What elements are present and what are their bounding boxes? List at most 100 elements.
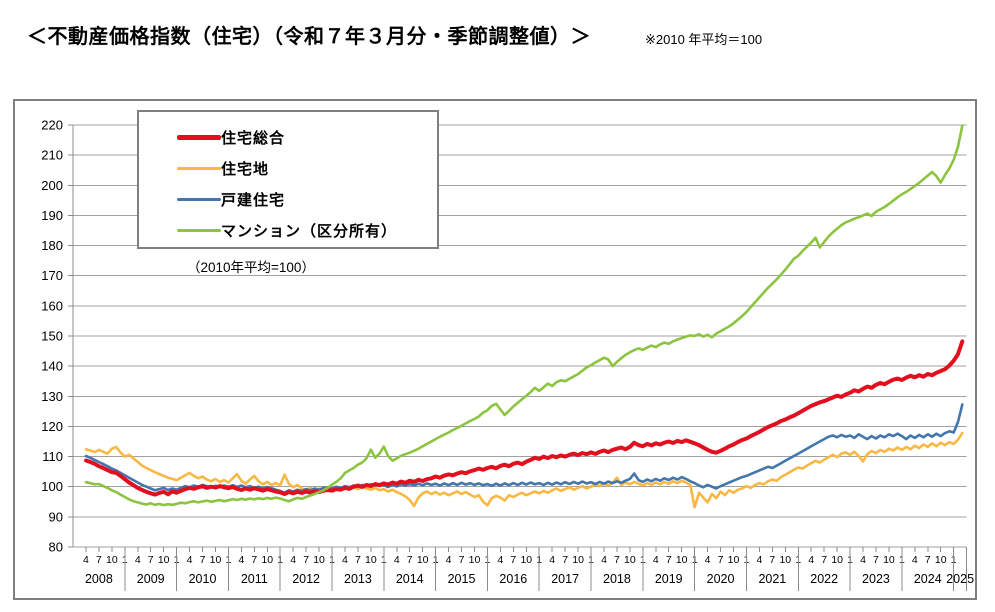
svg-text:2023: 2023	[862, 572, 890, 586]
svg-text:2022: 2022	[810, 572, 838, 586]
legend-item-jutaku-sogo: 住宅総合	[177, 122, 437, 153]
svg-text:4: 4	[756, 554, 762, 566]
legend-item-jutakuchi: 住宅地	[177, 153, 437, 184]
svg-text:4: 4	[601, 554, 607, 566]
legend-label: マンション（区分所有）	[221, 223, 398, 240]
svg-text:10: 10	[469, 554, 481, 566]
svg-text:4: 4	[549, 554, 555, 566]
svg-text:2021: 2021	[758, 572, 786, 586]
svg-text:2019: 2019	[655, 572, 683, 586]
base-year-note: ※2010 年平均＝100	[645, 32, 763, 47]
svg-text:7: 7	[148, 554, 154, 566]
svg-text:2008: 2008	[85, 572, 113, 586]
svg-text:200: 200	[41, 178, 63, 193]
svg-text:4: 4	[860, 554, 866, 566]
svg-text:10: 10	[624, 554, 636, 566]
legend-line-sample-red	[177, 135, 221, 140]
svg-text:180: 180	[41, 238, 63, 253]
page-title: ＜不動産価格指数（住宅）（令和７年３月分・季節調整値）＞	[27, 26, 591, 48]
svg-text:10: 10	[779, 554, 791, 566]
svg-text:130: 130	[41, 389, 63, 404]
svg-text:4: 4	[290, 554, 296, 566]
legend-item-kodate: 戸建住宅	[177, 184, 437, 215]
svg-text:10: 10	[520, 554, 532, 566]
legend-line-sample-green	[177, 228, 221, 233]
svg-text:4: 4	[653, 554, 659, 566]
svg-text:4: 4	[135, 554, 141, 566]
svg-text:7: 7	[925, 554, 931, 566]
svg-text:7: 7	[251, 554, 257, 566]
svg-text:10: 10	[158, 554, 170, 566]
svg-text:7: 7	[614, 554, 620, 566]
svg-text:4: 4	[394, 554, 400, 566]
legend-label: 戸建住宅	[221, 192, 286, 209]
svg-text:10: 10	[935, 554, 947, 566]
svg-text:7: 7	[718, 554, 724, 566]
svg-text:10: 10	[313, 554, 325, 566]
svg-text:2018: 2018	[603, 572, 631, 586]
svg-text:2024: 2024	[914, 572, 942, 586]
svg-text:4: 4	[497, 554, 503, 566]
chart-base-note: （2010年平均=100）	[187, 260, 315, 275]
svg-text:160: 160	[41, 298, 63, 313]
svg-text:2011: 2011	[241, 572, 268, 586]
svg-text:10: 10	[210, 554, 222, 566]
svg-text:7: 7	[666, 554, 672, 566]
svg-text:4: 4	[912, 554, 918, 566]
svg-text:7: 7	[355, 554, 361, 566]
svg-text:2015: 2015	[448, 572, 476, 586]
svg-text:7: 7	[96, 554, 102, 566]
svg-text:210: 210	[41, 148, 63, 163]
svg-text:2012: 2012	[292, 572, 320, 586]
svg-text:140: 140	[41, 359, 63, 374]
svg-text:2009: 2009	[137, 572, 165, 586]
svg-text:7: 7	[407, 554, 413, 566]
chart-legend: 住宅総合 住宅地 戸建住宅 マンション（区分所有）	[137, 110, 439, 249]
svg-text:10: 10	[261, 554, 273, 566]
svg-text:10: 10	[572, 554, 584, 566]
svg-text:4: 4	[342, 554, 348, 566]
legend-label: 住宅地	[221, 161, 270, 178]
svg-text:7: 7	[510, 554, 516, 566]
svg-text:2013: 2013	[344, 572, 372, 586]
svg-text:90: 90	[49, 509, 63, 524]
svg-text:2017: 2017	[551, 572, 579, 586]
svg-text:7: 7	[769, 554, 775, 566]
svg-text:10: 10	[728, 554, 740, 566]
svg-text:170: 170	[41, 268, 63, 283]
svg-text:7: 7	[459, 554, 465, 566]
svg-text:10: 10	[417, 554, 429, 566]
svg-text:4: 4	[808, 554, 814, 566]
legend-line-sample-orange	[177, 166, 221, 171]
svg-text:100: 100	[41, 479, 63, 494]
svg-text:7: 7	[873, 554, 879, 566]
svg-text:10: 10	[883, 554, 895, 566]
svg-text:2020: 2020	[707, 572, 735, 586]
svg-text:2016: 2016	[499, 572, 527, 586]
svg-text:7: 7	[303, 554, 309, 566]
svg-text:220: 220	[41, 118, 63, 133]
svg-text:4: 4	[705, 554, 711, 566]
svg-text:10: 10	[831, 554, 843, 566]
legend-label: 住宅総合	[221, 130, 286, 147]
svg-text:4: 4	[446, 554, 452, 566]
chart-container: 220 210 200 190 180 170 160 150 140 130 120 110 100 9…	[13, 99, 977, 600]
svg-text:7: 7	[200, 554, 206, 566]
svg-text:10: 10	[676, 554, 688, 566]
svg-text:10: 10	[365, 554, 377, 566]
svg-text:7: 7	[821, 554, 827, 566]
svg-text:120: 120	[41, 419, 63, 434]
svg-text:2025: 2025	[946, 572, 974, 586]
svg-text:190: 190	[41, 208, 63, 223]
legend-line-sample-blue	[177, 197, 221, 202]
svg-text:80: 80	[49, 540, 63, 555]
svg-text:4: 4	[83, 554, 89, 566]
svg-text:2014: 2014	[396, 572, 424, 586]
svg-text:2010: 2010	[189, 572, 217, 586]
svg-text:7: 7	[562, 554, 568, 566]
svg-text:4: 4	[238, 554, 244, 566]
svg-text:110: 110	[42, 449, 63, 464]
svg-text:4: 4	[187, 554, 193, 566]
svg-text:150: 150	[41, 329, 63, 344]
svg-text:10: 10	[106, 554, 118, 566]
